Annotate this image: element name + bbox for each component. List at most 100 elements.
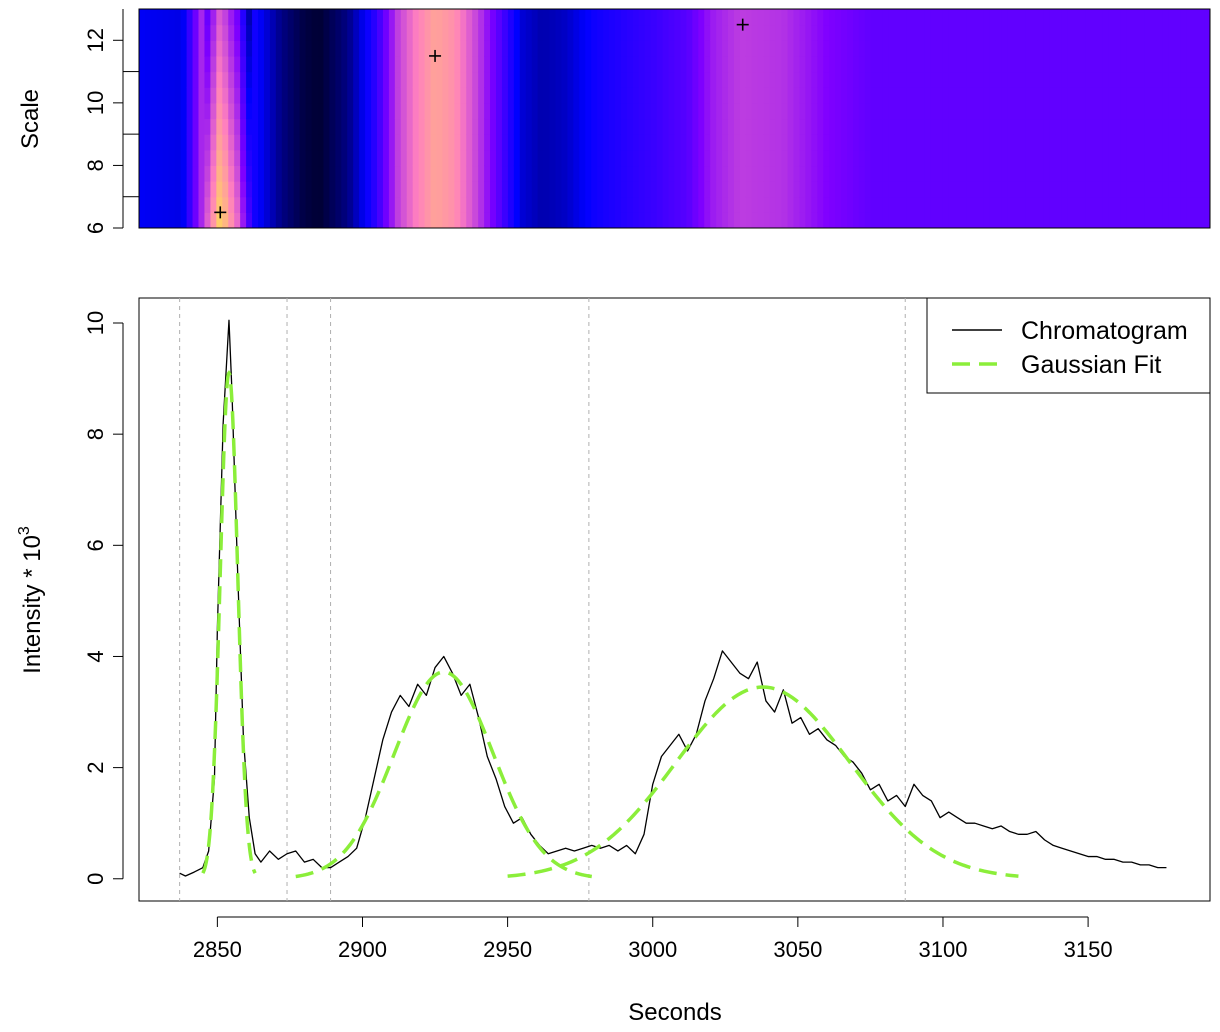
heatmap-cell	[1025, 87, 1033, 104]
heatmap-cell	[924, 181, 931, 198]
heatmap-cell	[388, 55, 396, 73]
heatmap-cell	[817, 55, 824, 73]
heatmap-cell	[692, 149, 699, 167]
heatmap-cell	[1007, 71, 1015, 88]
heatmap-cell	[198, 181, 206, 198]
heatmap-cell	[710, 196, 717, 213]
heatmap-cell	[894, 102, 902, 120]
heatmap-cell	[757, 87, 765, 104]
heatmap-cell	[698, 40, 705, 57]
heatmap-cell	[716, 40, 723, 57]
heatmap-cell	[728, 181, 735, 198]
heatmap-cell	[496, 118, 503, 135]
heatmap-cell	[555, 149, 563, 167]
legend-label-chromatogram: Chromatogram	[1021, 317, 1188, 345]
heatmap-cell	[1144, 9, 1152, 26]
heatmap-cell	[1067, 102, 1074, 120]
heatmap-cell	[793, 40, 801, 57]
heatmap-cell	[977, 24, 985, 41]
heatmap-cell	[632, 24, 640, 41]
heatmap-cell	[329, 40, 336, 57]
heatmap-cell	[1174, 118, 1181, 135]
heatmap-cell	[192, 9, 200, 26]
heatmap-cell	[1186, 87, 1193, 104]
heatmap-cell	[186, 40, 194, 57]
heatmap-cell	[972, 40, 979, 57]
heatmap-cell	[162, 55, 170, 73]
heatmap-cell	[1007, 102, 1015, 120]
heatmap-cell	[281, 71, 289, 88]
heatmap-cell	[835, 118, 842, 135]
heatmap-cell	[728, 149, 735, 167]
heatmap-cell	[1061, 40, 1068, 57]
heatmap-cell	[912, 118, 920, 135]
heatmap-cell	[454, 71, 461, 88]
heatmap-cell	[430, 9, 438, 26]
heatmap-cell	[698, 87, 705, 104]
heatmap-cell	[329, 102, 336, 120]
heatmap-cell	[1096, 102, 1104, 120]
heatmap-cell	[1043, 118, 1050, 135]
heatmap-cell	[1114, 118, 1122, 135]
heatmap-cell	[1055, 87, 1062, 104]
heatmap-cell	[1156, 102, 1163, 120]
heatmap-cell	[615, 102, 622, 120]
heatmap-cell	[662, 9, 670, 26]
heatmap-cell	[620, 71, 628, 88]
heatmap-cell	[275, 212, 283, 228]
heatmap-cell	[442, 24, 449, 41]
heatmap-cell	[1007, 87, 1015, 104]
heatmap-cell	[537, 55, 545, 73]
heatmap-cell	[531, 9, 539, 26]
heatmap-cell	[442, 118, 449, 135]
heatmap-cell	[977, 196, 985, 213]
heatmap-cell	[781, 71, 789, 88]
heatmap-cell	[626, 102, 634, 120]
heatmap-cell	[698, 102, 705, 120]
heatmap-cell	[1073, 149, 1080, 167]
heatmap-cell	[1055, 71, 1062, 88]
heatmap-cell	[1061, 165, 1068, 182]
heatmap-cell	[347, 212, 354, 228]
heatmap-cell	[156, 165, 164, 182]
heatmap-cell	[906, 87, 914, 104]
heatmap-cell	[930, 118, 937, 135]
heatmap-cell	[1067, 9, 1074, 26]
heatmap-cell	[710, 40, 717, 57]
heatmap-cell	[287, 149, 295, 167]
heatmap-cell	[1126, 9, 1134, 26]
heatmap-cell	[1132, 212, 1140, 228]
heatmap-cell	[1102, 71, 1110, 88]
heatmap-cell	[1025, 165, 1033, 182]
heatmap-cell	[1067, 134, 1074, 151]
heatmap-cell	[305, 196, 313, 213]
heatmap-cell	[1180, 71, 1187, 88]
heatmap-cell	[1091, 9, 1098, 26]
heatmap-cell	[204, 134, 211, 151]
heatmap-cell	[1061, 212, 1068, 228]
heatmap-cell	[162, 165, 170, 182]
heatmap-cell	[615, 55, 622, 73]
heatmap-cell	[591, 118, 598, 135]
heatmap-cell	[436, 102, 444, 120]
heatmap-cell	[198, 118, 206, 135]
heatmap-cell	[478, 9, 485, 26]
heatmap-cell	[1079, 165, 1086, 182]
heatmap-cell	[841, 9, 848, 26]
heatmap-cell	[888, 165, 896, 182]
heatmap-cell	[1019, 212, 1027, 228]
heatmap-cell	[573, 102, 580, 120]
heatmap-cell	[597, 212, 604, 228]
heatmap-cell	[1174, 87, 1181, 104]
heatmap-cell	[853, 149, 860, 167]
heatmap-cell	[1037, 165, 1044, 182]
heatmap-cell	[353, 87, 360, 104]
heatmap-cell	[847, 55, 854, 73]
heatmap-cell	[317, 118, 325, 135]
heatmap-cell	[603, 134, 610, 151]
heatmap-cell	[1192, 149, 1199, 167]
heatmap-cell	[936, 196, 943, 213]
heatmap-cell	[1150, 24, 1158, 41]
heatmap-cell	[1120, 24, 1128, 41]
heatmap-cell	[680, 9, 687, 26]
